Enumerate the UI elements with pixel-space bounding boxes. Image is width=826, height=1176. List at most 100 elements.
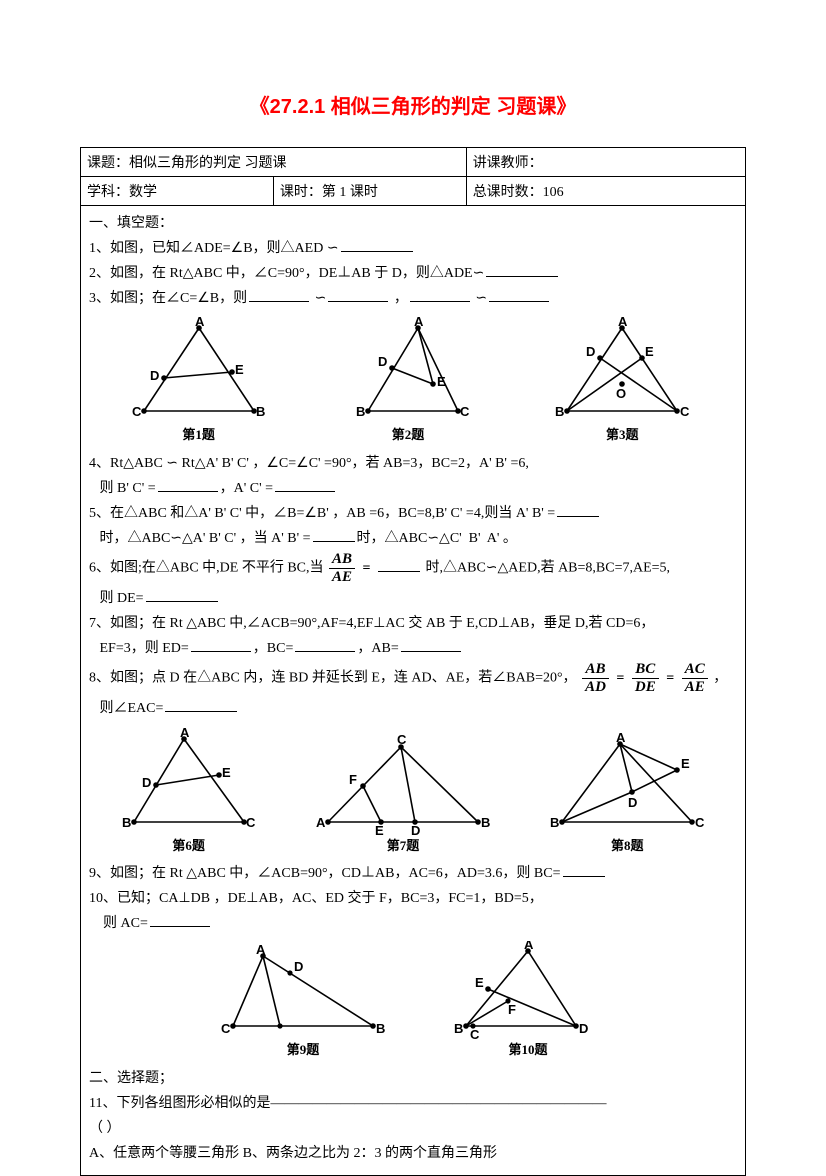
fig1-label: 第1题	[124, 424, 274, 445]
svg-text:E: E	[222, 765, 231, 780]
figure-row-2: A B C D E 第6题	[89, 727, 737, 856]
svg-text:D: D	[142, 775, 151, 790]
fig6-label: 第6题	[114, 835, 264, 856]
svg-text:C: C	[470, 1027, 480, 1041]
svg-text:D: D	[378, 354, 387, 369]
figure-row-1: A C B D E 第1题	[89, 316, 737, 445]
q6-text-c: 则 DE=	[89, 591, 144, 606]
q8-comma: ，	[713, 671, 727, 686]
svg-text:D: D	[294, 959, 303, 974]
blank	[295, 637, 355, 652]
blank	[146, 587, 218, 602]
blank	[486, 262, 558, 277]
page-title: 《27.2.1 相似三角形的判定 习题课》	[80, 90, 746, 119]
svg-text:C: C	[132, 404, 142, 419]
q6-fraction: ABAE	[329, 552, 355, 585]
blank	[191, 637, 251, 652]
content-box: 一、填空题： 1、如图，已知∠ADE=∠B，则△AED ∽ 2、如图，在 Rt△…	[80, 206, 746, 1176]
blank	[563, 862, 605, 877]
blank	[275, 477, 335, 492]
q2-text: 2、如图，在 Rt△ABC 中，∠C=90°，DE⊥AB 于 D，则△ADE∽	[89, 266, 484, 281]
blank	[401, 637, 461, 652]
figure-1: A C B D E 第1题	[124, 316, 274, 445]
svg-text:E: E	[681, 756, 690, 771]
svg-text:B: B	[256, 404, 265, 419]
svg-text:A: A	[414, 316, 424, 329]
blank	[150, 912, 210, 927]
q8-frac1: ABAD	[582, 662, 609, 695]
q4-line2b: ，A' C' =	[220, 481, 273, 496]
subject-cell: 学科：数学	[81, 177, 274, 206]
blank	[557, 502, 599, 517]
svg-text:A: A	[616, 732, 626, 745]
svg-text:A: A	[316, 815, 326, 830]
blank	[313, 527, 355, 542]
q1-text: 1、如图，已知∠ADE=∠B，则△AED ∽	[89, 241, 339, 256]
figure-7: CA BF ED 第7题	[313, 732, 493, 856]
svg-text:A: A	[256, 942, 266, 957]
blank	[489, 287, 549, 302]
eq: =	[666, 671, 674, 686]
header-table: 课题：相似三角形的判定 习题课 讲课教师： 学科：数学 课时：第 1 课时 总课…	[80, 147, 746, 206]
figure-row-3: AC BD 第9题	[89, 941, 737, 1060]
svg-text:A: A	[524, 941, 534, 952]
q6-text-b: 时,△ABC∽△AED,若 AB=8,BC=7,AE=5,	[426, 561, 671, 576]
svg-text:E: E	[475, 975, 484, 990]
svg-text:C: C	[221, 1021, 231, 1036]
figure-8: AB CD E 第8题	[542, 732, 712, 856]
svg-text:F: F	[349, 772, 357, 787]
q11-line3: A、任意两个等腰三角形 B、两条边之比为 2：3 的两个直角三角形	[89, 1142, 737, 1165]
period-cell: 课时：第 1 课时	[273, 177, 466, 206]
svg-text:B: B	[481, 815, 490, 830]
svg-text:B: B	[454, 1021, 463, 1036]
q8-frac2: BCDE	[632, 662, 659, 695]
fig10-label: 第10题	[448, 1039, 608, 1060]
total-cell: 总课时数：106	[466, 177, 745, 206]
blank	[158, 477, 218, 492]
svg-text:C: C	[460, 404, 470, 419]
svg-text:A: A	[195, 316, 205, 329]
teacher-cell: 讲课教师：	[466, 148, 745, 177]
topic-cell: 课题：相似三角形的判定 习题课	[81, 148, 467, 177]
q8-text-a: 8、如图；点 D 在△ABC 内，连 BD 并延长到 E，连 AD、AE，若∠B…	[89, 671, 577, 686]
blank	[341, 237, 413, 252]
q11-line1: 11、下列各组图形必相似的是――――――――――――――――――――――――	[89, 1092, 737, 1115]
q8-text-b: 则∠EAC=	[89, 701, 163, 716]
q5-line2b: 时，△ABC∽△C' B' A' 。	[357, 531, 517, 546]
q7-c: ，BC=	[253, 641, 294, 656]
q3-text-c: ，	[394, 291, 408, 306]
q6-text-a: 6、如图;在△ABC 中,DE 不平行 BC,当	[89, 561, 324, 576]
figure-10: A B C D E F 第10题	[448, 941, 608, 1060]
svg-text:O: O	[616, 386, 626, 401]
blank	[165, 697, 237, 712]
q6-equals: =	[363, 561, 371, 576]
svg-text:B: B	[356, 404, 365, 419]
svg-text:A: A	[618, 316, 628, 329]
q3-text-d: ∽	[475, 291, 487, 306]
q8-frac3: ACAE	[682, 662, 708, 695]
q5-line1: 5、在△ABC 和△A' B' C' 中，∠B=∠B' ，AB =6，BC=8,…	[89, 506, 555, 521]
q5-line2a: 时，△ABC∽△A' B' C' ，当 A' B' =	[89, 531, 311, 546]
q3-text-b: ∽	[315, 291, 327, 306]
svg-text:C: C	[246, 815, 256, 830]
svg-text:F: F	[508, 1002, 516, 1017]
figure-2: AB CD E 第2题	[343, 316, 473, 445]
section-1-heading: 一、填空题：	[89, 212, 737, 235]
figure-3: AB CD EO 第3题	[542, 316, 702, 445]
svg-text:B: B	[122, 815, 131, 830]
blank	[328, 287, 388, 302]
svg-text:D: D	[150, 368, 159, 383]
svg-text:B: B	[555, 404, 564, 419]
q7-line1: 7、如图；在 Rt △ABC 中,∠ACB=90°,AF=4,EF⊥AC 交 A…	[89, 612, 737, 635]
q4-line2a: 则 B' C' =	[89, 481, 156, 496]
figure-9: AC BD 第9题	[218, 941, 388, 1060]
svg-text:E: E	[235, 362, 244, 377]
q7-d: ，AB=	[357, 641, 398, 656]
svg-text:B: B	[550, 815, 559, 830]
blank	[378, 557, 420, 572]
eq: =	[616, 671, 624, 686]
svg-text:E: E	[437, 374, 446, 389]
svg-text:D: D	[579, 1021, 588, 1036]
q7-b: EF=3，则 ED=	[89, 641, 189, 656]
q9-text: 9、如图；在 Rt △ABC 中，∠ACB=90°，CD⊥AB，AC=6，AD=…	[89, 866, 561, 881]
